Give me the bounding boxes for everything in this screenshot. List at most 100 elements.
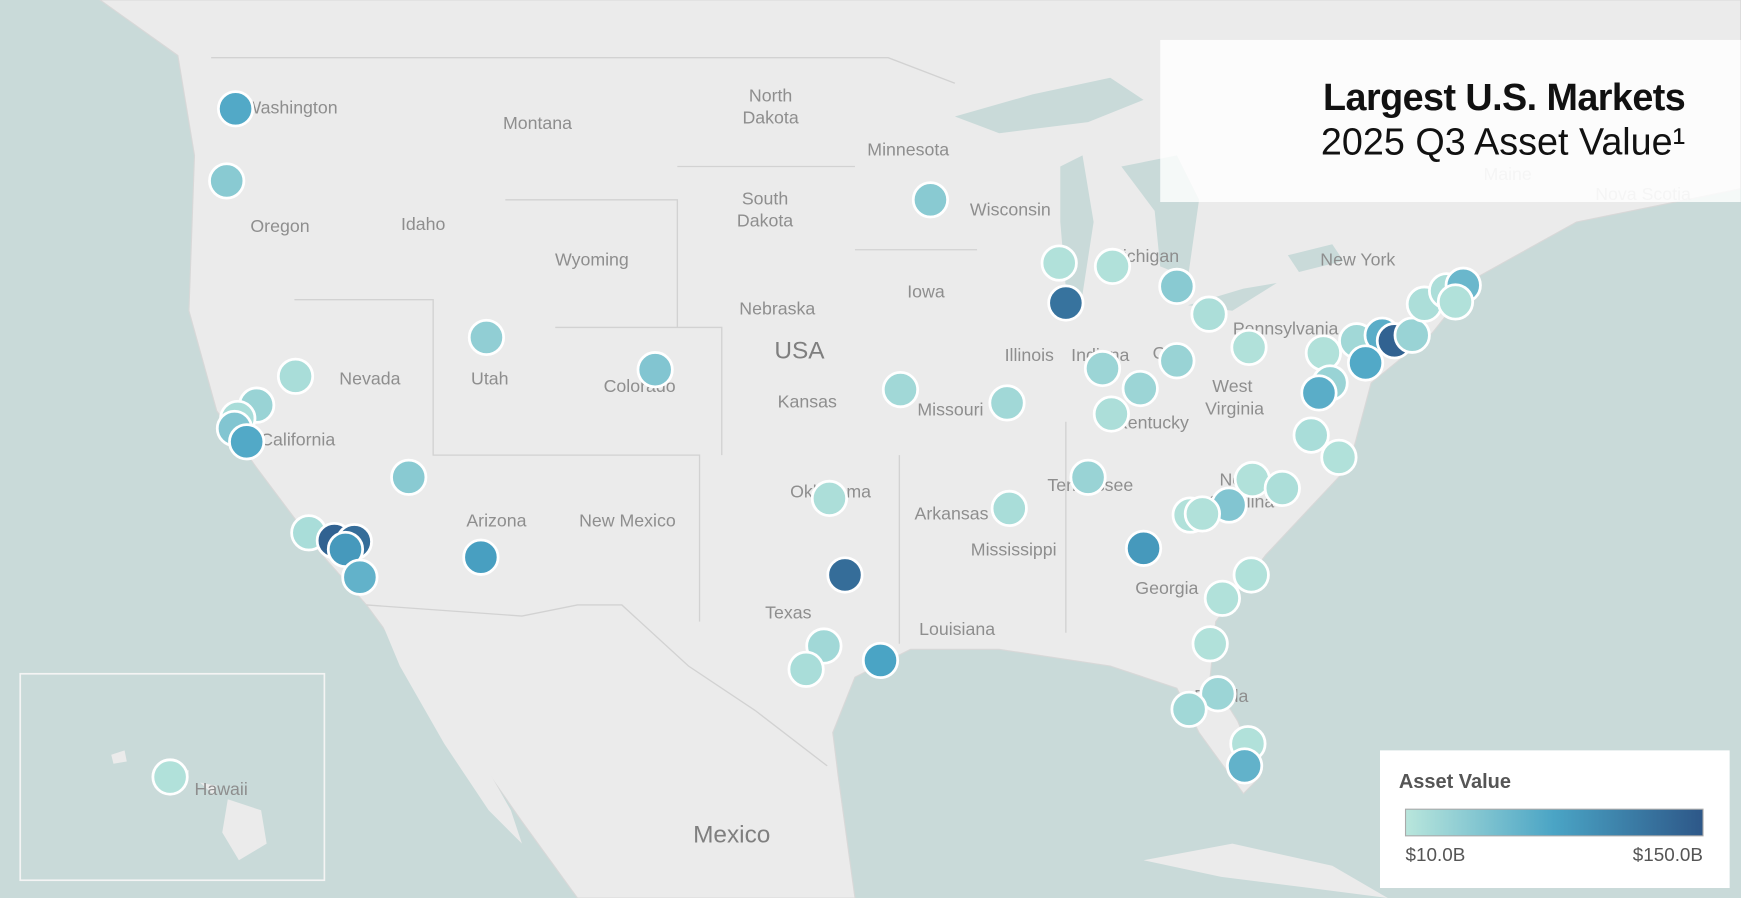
market-bubble	[228, 423, 266, 461]
market-bubble	[1170, 690, 1208, 728]
market-bubble	[390, 458, 428, 496]
map-label: Dakota	[737, 211, 793, 231]
map-label: Arkansas	[915, 504, 989, 524]
title-panel	[1160, 39, 1741, 203]
map-label: Illinois	[1005, 345, 1054, 365]
map-label: Dakota	[742, 107, 798, 127]
map-label: Wisconsin	[970, 200, 1051, 220]
title: Largest U.S. Markets	[1323, 76, 1685, 118]
market-bubble	[1183, 495, 1221, 533]
market-bubble	[1191, 625, 1229, 663]
mexico-border	[366, 604, 828, 767]
map-label: Nebraska	[739, 298, 815, 318]
market-bubble	[1047, 284, 1085, 322]
map-label: Georgia	[1135, 578, 1198, 598]
market-bubble	[1158, 342, 1196, 380]
map-label: Iowa	[907, 282, 945, 302]
state-borders	[294, 165, 1067, 644]
market-bubble	[988, 384, 1026, 422]
market-bubble	[1346, 344, 1385, 382]
map-label: North	[749, 85, 792, 105]
hawaii-inset	[19, 672, 326, 882]
map-label: Utah	[471, 368, 509, 388]
market-bubble	[1304, 334, 1342, 372]
hawaii-islands	[111, 750, 267, 861]
market-bubble	[341, 558, 379, 596]
market-bubble	[1190, 295, 1228, 333]
market-bubble	[1158, 267, 1196, 305]
market-bubble	[861, 641, 900, 680]
market-bubble	[787, 650, 825, 688]
map-label: Idaho	[401, 214, 446, 234]
market-bubble	[1092, 395, 1130, 433]
legend-title: Asset Value	[1399, 771, 1511, 793]
market-bubble	[1199, 675, 1237, 713]
map-label: Virginia	[1205, 398, 1264, 418]
legend-tick-label: $150.0B	[1633, 844, 1703, 865]
market-bubble	[1203, 579, 1241, 617]
map-label: Mexico	[693, 821, 770, 848]
map-label: Montana	[503, 113, 572, 133]
market-bubble	[1093, 247, 1132, 285]
map-label: West	[1212, 376, 1252, 396]
great-lakes	[954, 77, 1344, 311]
canada-border	[211, 57, 956, 84]
map-label: Hawaii	[195, 779, 248, 799]
market-bubble	[1225, 747, 1264, 785]
market-bubble	[990, 489, 1028, 527]
market-bubble	[151, 758, 189, 796]
market-bubble	[216, 90, 255, 128]
map-label: Oregon	[250, 216, 309, 236]
market-bubble	[1124, 529, 1163, 567]
map-label: Arizona	[466, 510, 526, 530]
market-bubble	[1040, 244, 1078, 282]
map-label: Minnesota	[867, 140, 949, 160]
map-label: Louisiana	[919, 619, 995, 639]
market-bubble	[276, 357, 315, 395]
map-label: Wyoming	[555, 250, 629, 270]
map-label: Nevada	[339, 368, 400, 388]
market-bubble	[810, 479, 849, 517]
market-bubble	[1083, 349, 1122, 388]
market-bubble	[636, 351, 674, 389]
market-bubble	[1436, 283, 1475, 321]
market-bubble	[1300, 374, 1338, 412]
borders	[211, 57, 1067, 767]
legend-ticks: $10.0B $150.0B	[1406, 844, 1703, 865]
market-bubble	[1263, 469, 1301, 507]
land	[99, 0, 1741, 898]
map-label: Kentucky	[1116, 413, 1189, 433]
map-label: Missouri	[917, 399, 983, 419]
market-bubble	[1393, 316, 1431, 354]
map-label: Washington	[245, 97, 338, 117]
map-label: Kansas	[778, 392, 837, 412]
market-bubble	[1121, 369, 1159, 408]
subtitle: 2025 Q3 Asset Value¹	[1321, 120, 1685, 162]
market-bubbles	[151, 90, 1482, 796]
market-bubble	[911, 181, 950, 219]
legend-gradient	[1404, 808, 1704, 837]
market-bubble	[881, 371, 920, 409]
cuba	[1143, 843, 1388, 898]
market-bubble	[1320, 438, 1358, 476]
map-label: California	[260, 429, 335, 449]
market-bubble	[462, 538, 500, 576]
map-labels: WashingtonMontanaNorthDakotaMinnesotaWis…	[195, 85, 1692, 848]
map-label: Mississippi	[971, 539, 1057, 559]
map-label: USA	[774, 337, 825, 364]
market-bubble	[1232, 556, 1270, 594]
legend-tick-label: $10.0B	[1406, 844, 1466, 865]
market-bubble	[1230, 328, 1268, 367]
market-bubble	[208, 162, 246, 200]
market-bubble	[1069, 458, 1107, 496]
map-label: New York	[1320, 250, 1395, 270]
map-label: Texas	[765, 603, 811, 623]
market-bubble	[467, 318, 506, 357]
map-label: New Mexico	[579, 510, 676, 530]
market-bubble	[826, 556, 864, 594]
map-label: South	[742, 188, 788, 208]
baja	[372, 599, 522, 844]
market-bubble	[1292, 416, 1330, 454]
